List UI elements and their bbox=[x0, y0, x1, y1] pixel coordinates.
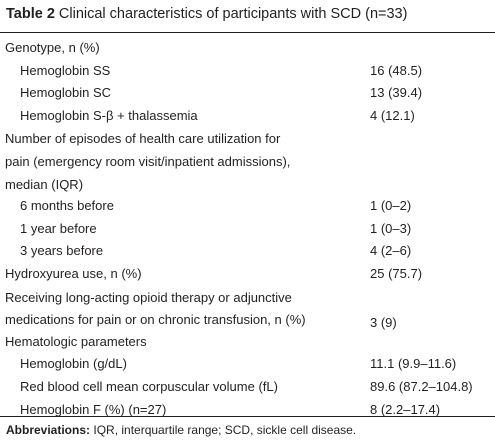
row-value: 4 (2–6) bbox=[370, 243, 412, 259]
row-value: 25 (75.7) bbox=[370, 265, 423, 281]
table-row: Receiving long-acting opioid therapy or … bbox=[0, 287, 495, 332]
row-label: Hemoglobin F (%) (n=27) bbox=[20, 401, 167, 417]
table-number: Table 2 bbox=[6, 6, 55, 22]
footnote-label: Abbreviations: bbox=[6, 423, 91, 437]
table-row: 3 years before 4 (2–6) bbox=[0, 241, 495, 264]
table-row: Hemoglobin S-β + thalassemia 4 (12.1) bbox=[0, 106, 495, 129]
table-title: Clinical characteristics of participants… bbox=[58, 6, 408, 22]
row-label: Hydroxyurea use, n (%) bbox=[5, 265, 142, 281]
row-value: 89.6 (87.2–104.8) bbox=[370, 378, 473, 394]
table-row: 6 months before 1 (0–2) bbox=[0, 196, 495, 219]
row-label: Hematologic parameters bbox=[5, 333, 147, 349]
row-label: 6 months before bbox=[20, 198, 114, 214]
row-label-line: Number of episodes of health care utiliz… bbox=[5, 131, 281, 147]
table-row: Hemoglobin F (%) (n=27) 8 (2.2–17.4) bbox=[0, 400, 495, 423]
row-label-line: pain (emergency room visit/inpatient adm… bbox=[5, 153, 291, 169]
row-label: Red blood cell mean corpuscular volume (… bbox=[20, 378, 278, 394]
characteristics-table: Genotype, n (%) Hemoglobin SS 16 (48.5) … bbox=[0, 38, 495, 422]
row-value: 4 (12.1) bbox=[370, 107, 415, 123]
row-label: Genotype, n (%) bbox=[5, 40, 100, 55]
row-value: 1 (0–2) bbox=[370, 198, 412, 214]
row-label: Hemoglobin S-β + thalassemia bbox=[20, 107, 198, 123]
bottom-rule bbox=[0, 416, 495, 417]
table-row: Genotype, n (%) bbox=[0, 38, 495, 61]
table-row: Red blood cell mean corpuscular volume (… bbox=[0, 377, 495, 400]
row-label-line: Receiving long-acting opioid therapy or … bbox=[5, 289, 292, 305]
row-value: 13 (39.4) bbox=[370, 85, 423, 101]
row-value: 3 (9) bbox=[370, 314, 397, 330]
table-caption: Table 2 Clinical characteristics of part… bbox=[6, 6, 407, 22]
row-label-line: median (IQR) bbox=[5, 176, 84, 192]
table-row: Hematologic parameters bbox=[0, 332, 495, 355]
row-value: 16 (48.5) bbox=[370, 62, 423, 78]
row-label-line: medications for pain or on chronic trans… bbox=[5, 312, 306, 328]
row-value: 11.1 (9.9–11.6) bbox=[370, 356, 457, 372]
row-label: Hemoglobin (g/dL) bbox=[20, 356, 127, 372]
row-label: Hemoglobin SC bbox=[20, 85, 112, 101]
table-row: Hydroxyurea use, n (%) 25 (75.7) bbox=[0, 264, 495, 287]
table-row: 1 year before 1 (0–3) bbox=[0, 219, 495, 242]
row-label: 3 years before bbox=[20, 243, 104, 259]
table-row: Hemoglobin SS 16 (48.5) bbox=[0, 61, 495, 84]
row-value: 1 (0–3) bbox=[370, 220, 412, 236]
table-row: Hemoglobin SC 13 (39.4) bbox=[0, 83, 495, 106]
table-footnote: Abbreviations: IQR, interquartile range;… bbox=[6, 423, 356, 437]
top-rule bbox=[0, 32, 495, 33]
table-row: Hemoglobin (g/dL) 11.1 (9.9–11.6) bbox=[0, 354, 495, 377]
footnote-text: IQR, interquartile range; SCD, sickle ce… bbox=[93, 423, 357, 437]
row-label: Hemoglobin SS bbox=[20, 62, 111, 78]
row-label: 1 year before bbox=[20, 220, 97, 236]
table-row: Number of episodes of health care utiliz… bbox=[0, 128, 495, 196]
row-value: 8 (2.2–17.4) bbox=[370, 401, 441, 417]
